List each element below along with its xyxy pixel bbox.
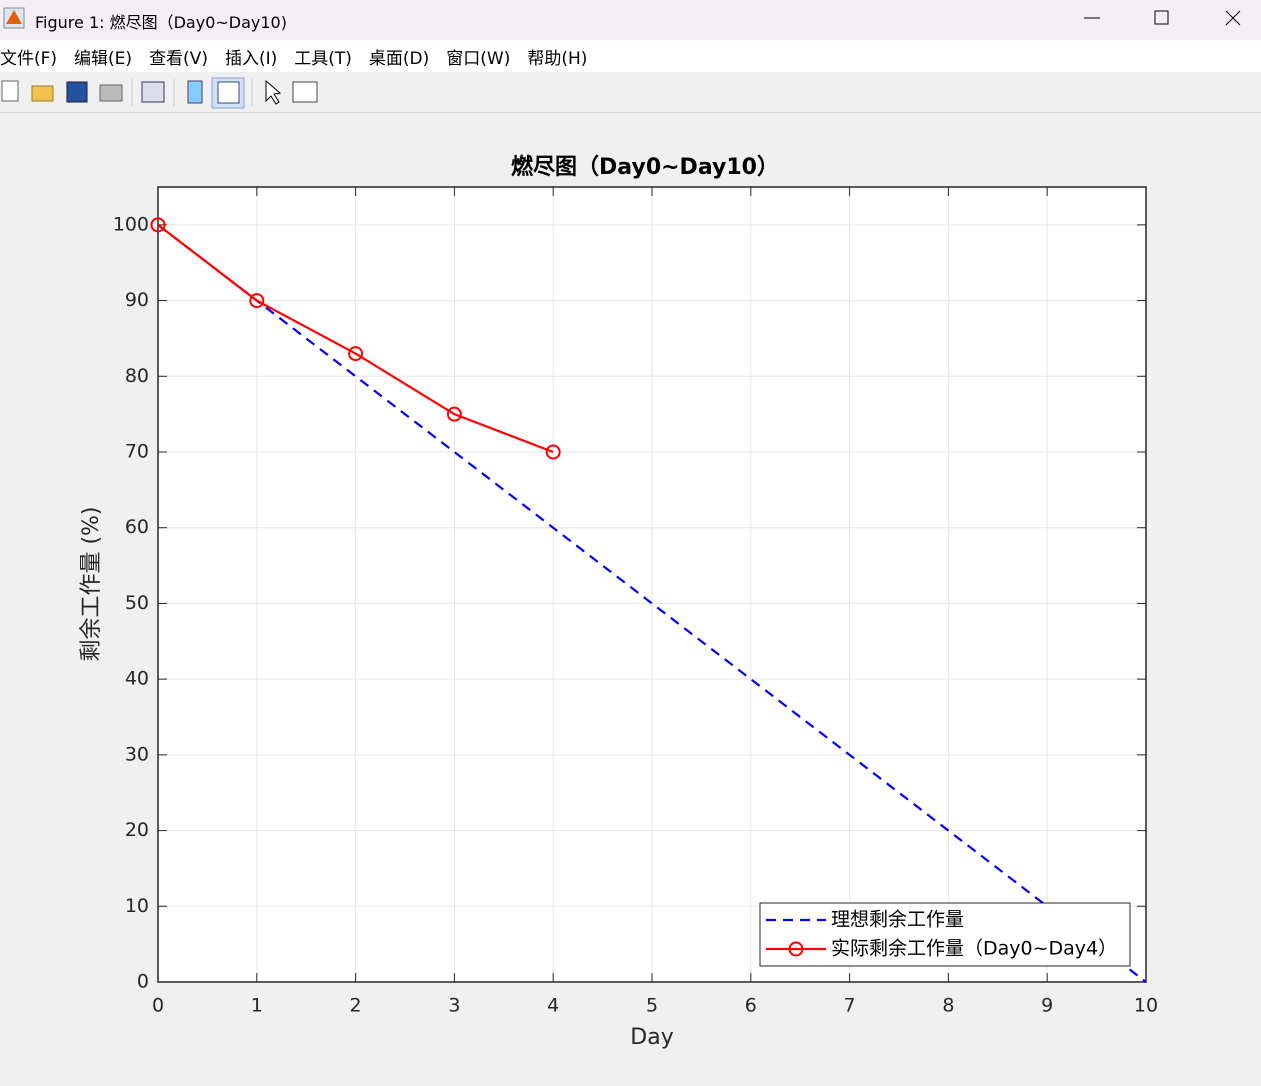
x-axis-label: Day [630,1025,673,1050]
menu-item[interactable]: 编辑(E) [74,48,133,69]
x-tick-label: 7 [844,995,856,1017]
marker [348,346,364,362]
link-button[interactable] [141,81,165,103]
y-tick-label: 20 [125,819,149,841]
maximize-button[interactable] [1154,10,1169,25]
open-button[interactable] [31,85,54,102]
menu-item[interactable]: 桌面(D) [368,48,430,69]
legend-marker [788,941,804,957]
menu-item[interactable]: 查看(V) [149,48,208,69]
x-tick-label: 5 [646,995,658,1017]
close-button[interactable] [1225,10,1241,26]
new-button[interactable] [1,80,19,102]
save-button[interactable] [66,81,88,103]
legend-box [759,902,1131,967]
x-tick-label: 9 [1041,995,1053,1017]
menu-item[interactable]: 工具(T) [294,48,352,69]
y-tick-label: 60 [125,516,149,538]
y-tick-label: 10 [125,895,149,917]
menu-item[interactable]: 插入(I) [224,48,278,69]
menu-bar: 文件(F) 编辑(E) 查看(V) 插入(I) 工具(T) 桌面(D) 窗口(W) 帮助(H) [0,40,1261,72]
legend-button[interactable] [217,81,240,104]
menu-item[interactable]: 窗口(W) [446,48,511,69]
y-tick-label: 100 [113,213,149,235]
y-axis-label: 剩余工作量 (%) [79,506,104,661]
print-button[interactable] [99,84,123,102]
toolbar [0,73,1261,113]
toolbar-icons [1,77,318,109]
colorbar-button[interactable] [187,80,203,104]
x-tick-label: 8 [942,995,954,1017]
x-tick-label: 0 [152,995,164,1017]
marker [150,217,166,233]
y-tick-label: 70 [125,441,149,463]
marker [249,293,265,309]
series-line [157,223,554,454]
menu-item[interactable]: 帮助(H) [527,48,588,69]
x-tick-label: 1 [251,995,263,1017]
window-title: Figure 1: 燃尽图（Day0~Day10) [35,13,287,32]
x-tick-label: 4 [547,995,559,1017]
y-tick-label: 30 [125,743,149,765]
y-tick-label: 90 [125,289,149,311]
series-line [157,223,1147,983]
x-tick-label: 6 [745,995,757,1017]
property-button[interactable] [292,81,318,103]
axes-box [157,186,1147,983]
legend-label: 实际剩余工作量（Day0~Day4） [831,938,1117,960]
title-bar: Figure 1: 燃尽图（Day0~Day10) [0,0,1261,38]
x-tick-label: 10 [1134,995,1158,1017]
legend-label: 理想剩余工作量 [831,909,964,931]
y-tick-label: 80 [125,365,149,387]
marker [545,444,561,460]
pointer-button[interactable] [265,79,282,105]
y-tick-label: 40 [125,668,149,690]
chart: 燃尽图（Day0~Day10） Day 剩余工作量 (%) 0 1 2 3 4 5 6 7 8 9… [79,154,1158,1050]
y-tick-label: 50 [125,592,149,614]
chart-title: 燃尽图（Day0~Day10） [511,154,779,180]
menu-item[interactable]: 文件(F) [0,48,58,69]
x-tick-label: 2 [350,995,362,1017]
y-tick-label: 0 [137,971,149,993]
app-icon-logo [6,10,22,24]
marker [446,406,462,422]
x-tick-label: 3 [448,995,460,1017]
title-bar-icons [3,7,1241,29]
